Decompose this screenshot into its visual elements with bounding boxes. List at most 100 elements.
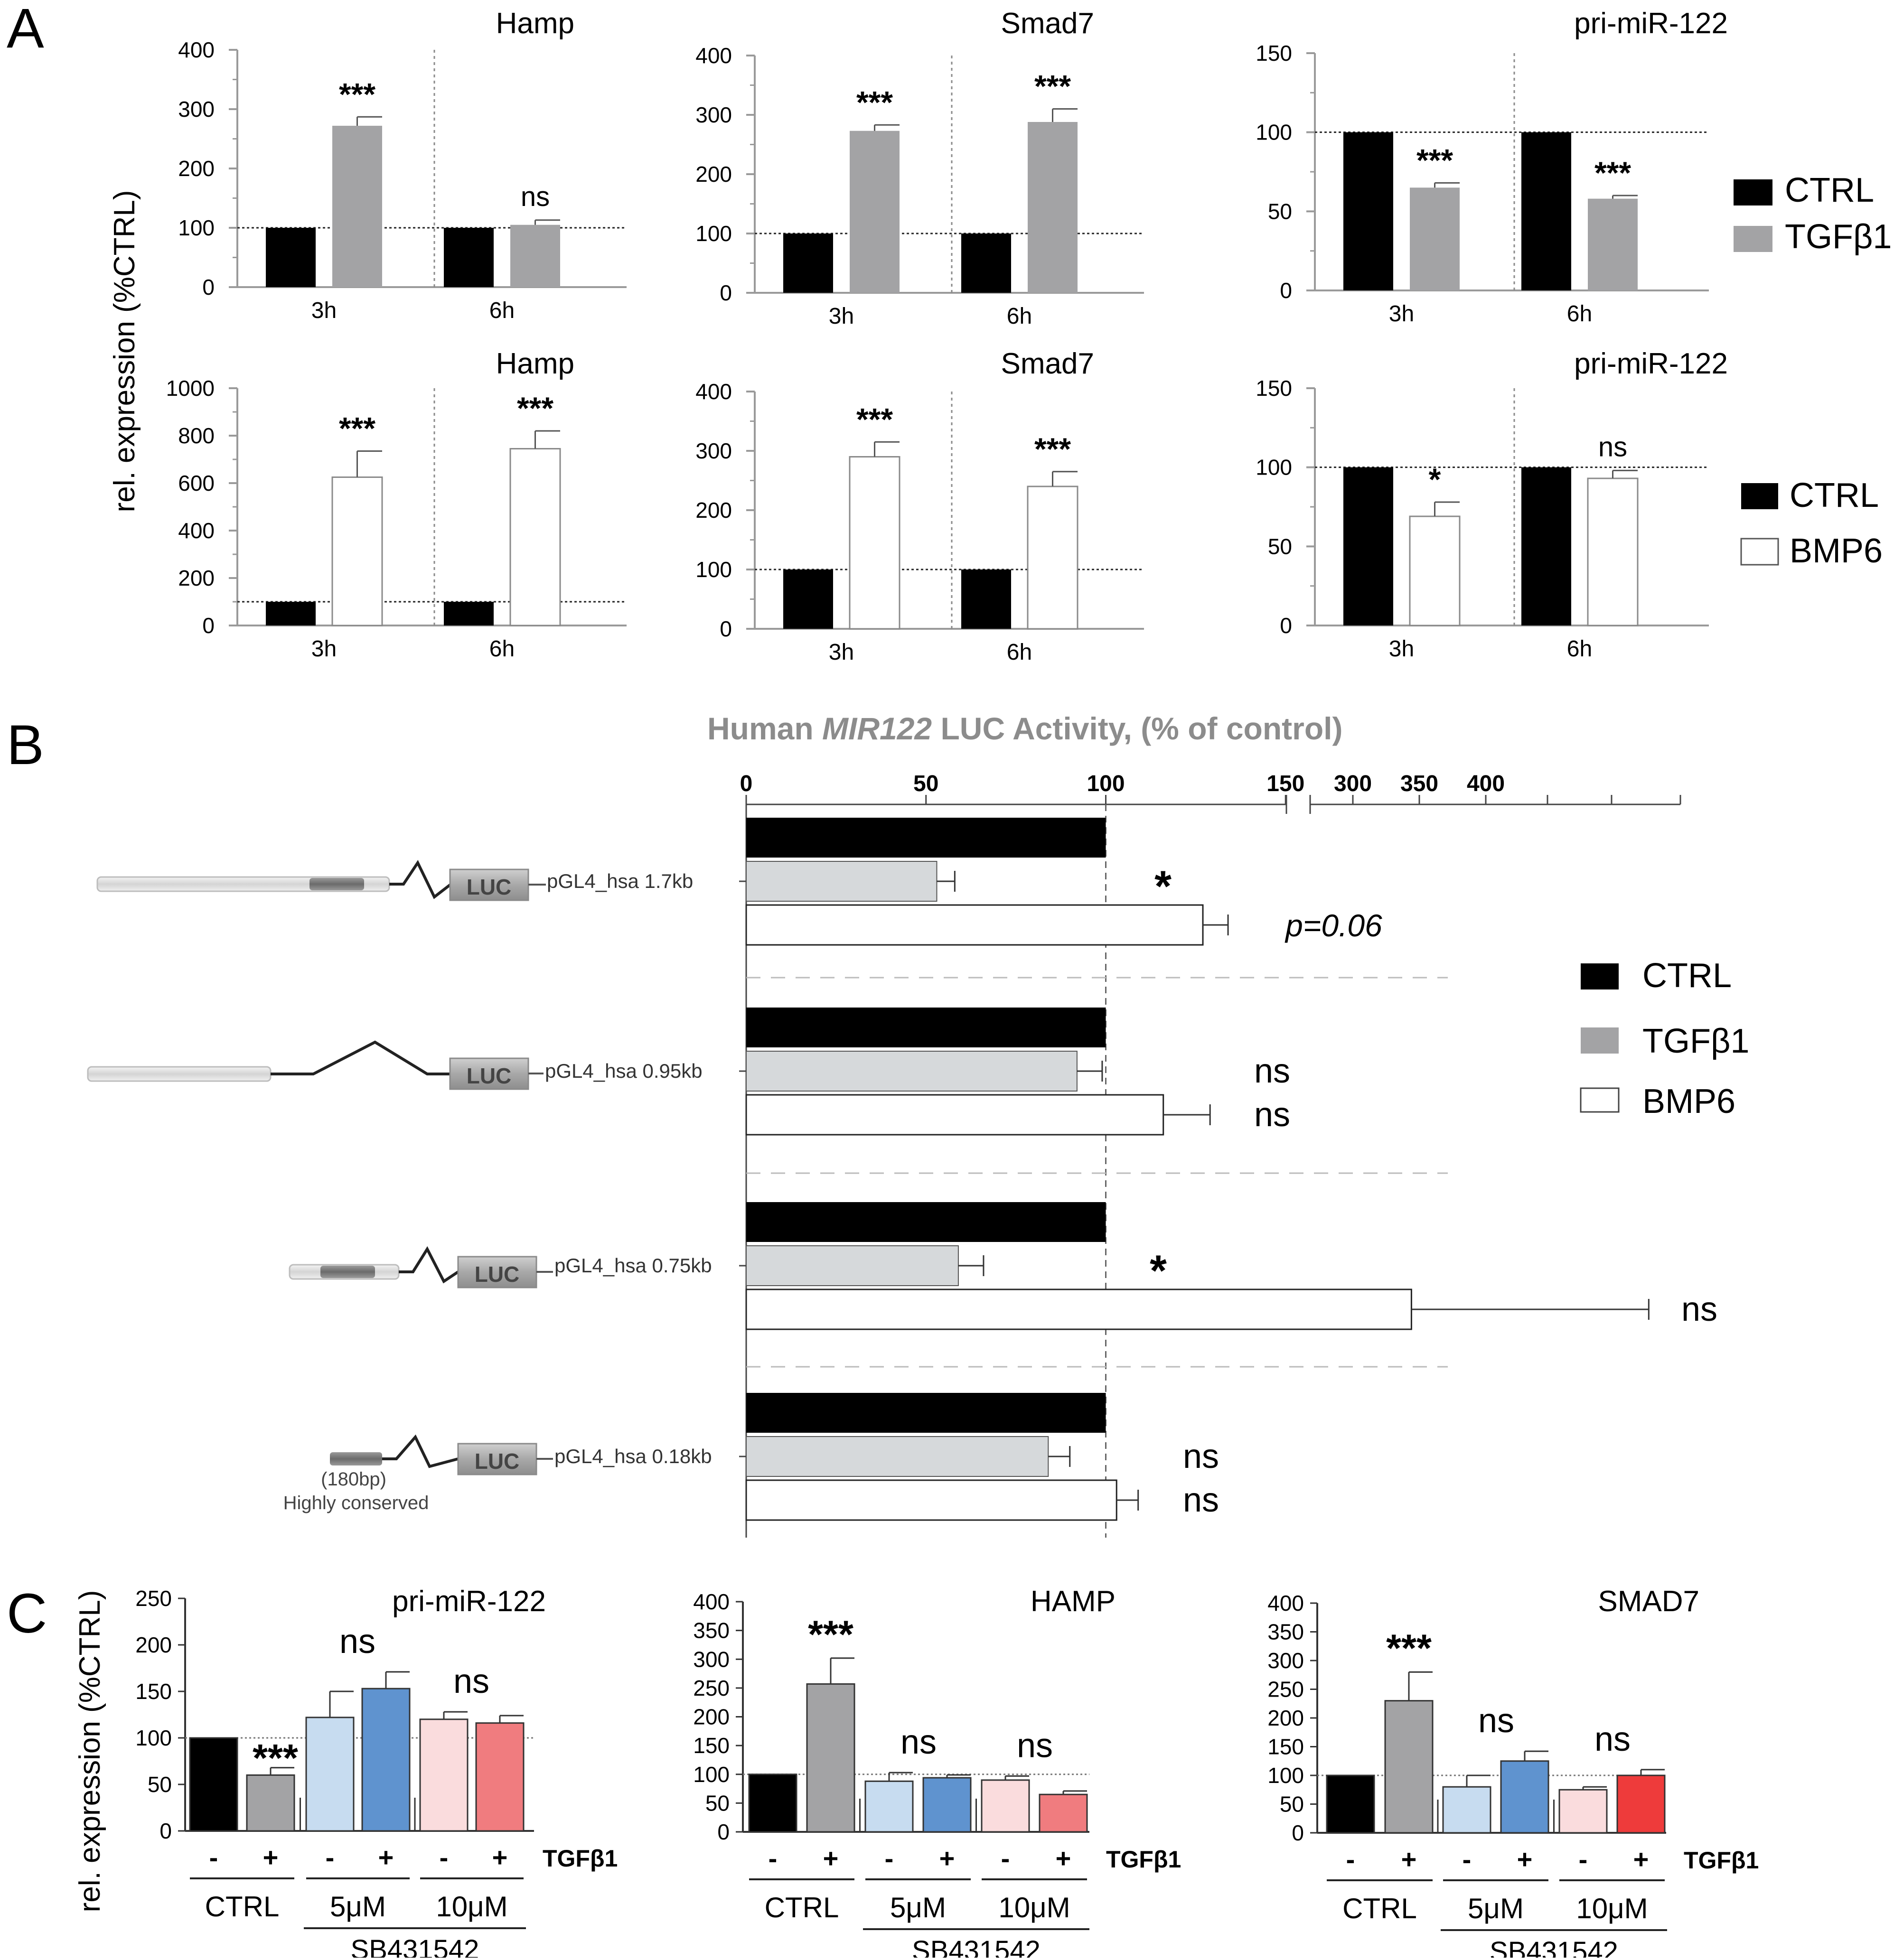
inhibitor-label: SB431542 <box>1490 1936 1618 1958</box>
y-tick-label: 0 <box>720 616 732 641</box>
group-label: CTRL <box>205 1891 280 1923</box>
treatment-sign: - <box>769 1843 778 1873</box>
bar-ctrl-pGL4_hsa 0.18kb <box>746 1393 1106 1433</box>
bar-5μM-+ <box>361 1688 411 1832</box>
y-tick-label: 400 <box>178 37 215 62</box>
significance-label-tgf: ns <box>1183 1437 1219 1475</box>
construct-1-luc-label: LUC <box>467 875 512 899</box>
y-tick-label: 300 <box>695 103 732 127</box>
group-label: 10μM <box>436 1891 507 1923</box>
legend-b: CTRL TGFβ1 BMP6 <box>1580 957 1749 1120</box>
y-tick-label: 0 <box>202 613 215 638</box>
significance-label: *** <box>339 411 375 446</box>
y-tick-label: 50 <box>148 1772 172 1797</box>
group-label: 10μM <box>1576 1893 1648 1924</box>
bar-ctrl-6h <box>961 569 1011 629</box>
chart-title: HAMP <box>1031 1585 1116 1618</box>
bar-ctrl-3h <box>783 233 833 293</box>
chart-a-smad7-tgf: Smad7 0 100 200 300 400 *** 3h *** 6h <box>695 7 1144 329</box>
y-tick-label: 100 <box>135 1726 172 1750</box>
construct-4-intron <box>382 1434 459 1468</box>
significance-label: ns <box>1478 1702 1514 1740</box>
treatment-sign: + <box>378 1842 394 1872</box>
y-tick-label: 400 <box>695 43 732 68</box>
treatment-sign: + <box>1401 1844 1417 1874</box>
chart-title: pri-miR-122 <box>1574 7 1728 40</box>
construct-label: pGL4_hsa 0.95kb <box>545 1060 703 1082</box>
bar-10μM-+ <box>475 1722 525 1832</box>
y-tick-label: 200 <box>178 156 215 181</box>
treatment-sign: - <box>440 1842 449 1872</box>
bar-CTRL-+ <box>246 1774 295 1832</box>
bar-10μM-- <box>981 1779 1030 1833</box>
significance-label: ns <box>900 1723 937 1761</box>
bar-ctrl-6h <box>1521 467 1571 625</box>
construct-1-intron <box>389 859 452 899</box>
x-tick-label: 300 <box>1334 771 1372 796</box>
treatment-sign: - <box>1463 1844 1472 1874</box>
y-tick-label: 400 <box>695 379 732 404</box>
y-tick-label: 800 <box>178 423 215 448</box>
y-tick-label: 200 <box>695 498 732 523</box>
y-tick-label: 400 <box>1267 1591 1304 1615</box>
y-tick-label: 300 <box>178 97 215 121</box>
significance-label-tgf: * <box>1150 1247 1167 1295</box>
significance-label: *** <box>1416 142 1453 177</box>
y-tick-label: 350 <box>1267 1620 1304 1644</box>
x-category-label: 3h <box>311 636 337 662</box>
legend-b-tgf-swatch <box>1581 1027 1619 1054</box>
group-label: 5μM <box>1468 1893 1524 1924</box>
construct-2-luc-box <box>449 1057 529 1090</box>
legend-b-bmp6-swatch <box>1580 1087 1620 1113</box>
significance-label: *** <box>339 76 375 112</box>
bar-tgf-pGL4_hsa 0.95kb <box>746 1051 1078 1092</box>
significance-label-bmp6: ns <box>1183 1481 1219 1519</box>
significance-label: * <box>1429 462 1441 497</box>
treatment-sign: - <box>1579 1844 1588 1874</box>
x-tick-label: 100 <box>1087 771 1125 796</box>
y-tick-label: 400 <box>693 1589 730 1614</box>
x-tick-label: 150 <box>1266 771 1304 796</box>
chart-c-hamp: HAMP 0 50 100 150 200 250 300 350 400 - + *** - + ns - + n… <box>693 1585 1181 1960</box>
bar-treat-3h <box>849 456 900 630</box>
significance-label: *** <box>1034 431 1071 467</box>
bar-ctrl-6h <box>961 233 1011 293</box>
treatment-sign: - <box>209 1842 218 1872</box>
y-tick-label: 0 <box>720 280 732 305</box>
panel-label-c: C <box>7 1582 47 1645</box>
construct-label: pGL4_hsa 1.7kb <box>547 870 693 892</box>
treatment-sign: - <box>1346 1844 1355 1874</box>
significance-label: *** <box>1034 69 1071 104</box>
y-tick-label: 150 <box>1256 41 1292 65</box>
significance-label: ns <box>1598 431 1627 462</box>
x-tick-label: 50 <box>913 771 938 796</box>
construct-2-luc-label: LUC <box>467 1064 512 1088</box>
treatment-sign: - <box>885 1843 894 1873</box>
bar-treat-3h <box>850 131 900 293</box>
legend-a-bottom-ctrl-label: CTRL <box>1790 476 1879 514</box>
legend-a-top-tgf-label: TGFβ1 <box>1785 218 1892 256</box>
bar-ctrl-6h <box>444 602 494 625</box>
y-tick-label: 150 <box>135 1679 172 1704</box>
x-tick-label: 350 <box>1400 771 1438 796</box>
y-tick-label: 250 <box>693 1676 730 1700</box>
significance-label-tgf: ns <box>1254 1052 1290 1090</box>
y-tick-label: 250 <box>1267 1677 1304 1702</box>
bar-bmp6-pGL4_hsa 0.75kb <box>745 1288 1412 1330</box>
bar-tgf-pGL4_hsa 0.18kb <box>746 1436 1049 1477</box>
construct-4-conserved <box>330 1452 382 1465</box>
bar-10μM-+ <box>1616 1774 1666 1834</box>
y-tick-label: 100 <box>1256 455 1292 480</box>
y-tick-label: 250 <box>135 1586 172 1611</box>
y-tick-label: 50 <box>1268 534 1292 559</box>
chart-title: Smad7 <box>1001 7 1094 40</box>
group-label: CTRL <box>765 1892 839 1923</box>
chart-title: Smad7 <box>1001 347 1094 380</box>
inhibitor-label: SB431542 <box>351 1934 479 1958</box>
y-tick-label: 150 <box>1267 1735 1304 1759</box>
chart-title: pri-miR-122 <box>1574 347 1728 380</box>
construct-3-intron <box>399 1246 459 1284</box>
y-tick-label: 100 <box>178 215 215 240</box>
